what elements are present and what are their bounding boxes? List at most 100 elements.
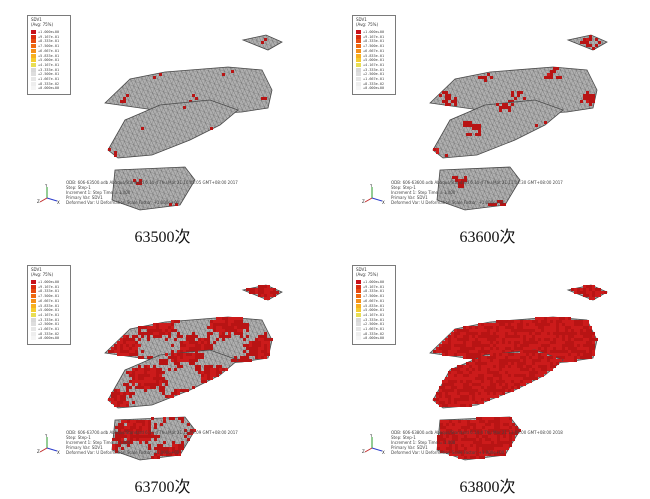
damaged-element xyxy=(171,356,174,359)
damaged-element xyxy=(130,438,133,441)
damaged-element xyxy=(129,347,132,350)
damaged-element xyxy=(490,395,493,398)
damaged-element xyxy=(466,341,469,344)
damaged-element xyxy=(497,453,500,456)
damaged-element xyxy=(514,362,517,365)
damaged-element xyxy=(171,329,174,332)
damaged-element xyxy=(446,450,449,453)
damaged-element xyxy=(502,332,505,335)
damaged-element xyxy=(482,423,485,426)
damaged-element xyxy=(481,362,484,365)
damaged-element xyxy=(216,323,219,326)
damaged-element xyxy=(562,359,565,362)
damaged-element xyxy=(159,386,162,389)
damaged-element xyxy=(216,320,219,323)
damaged-element xyxy=(466,350,469,353)
damaged-element xyxy=(487,383,490,386)
damaged-element xyxy=(541,332,544,335)
damaged-element xyxy=(144,332,147,335)
damaged-element xyxy=(484,344,487,347)
fe-mesh-render xyxy=(104,284,283,461)
damaged-element xyxy=(598,291,601,294)
damaged-element xyxy=(460,329,463,332)
damaged-element xyxy=(589,329,592,332)
damaged-element xyxy=(496,335,499,338)
damaged-element xyxy=(532,359,535,362)
damaged-element xyxy=(210,344,213,347)
damaged-element xyxy=(147,365,150,368)
damaged-element xyxy=(168,356,171,359)
damaged-element xyxy=(136,429,139,432)
damaged-element xyxy=(201,347,204,350)
contour-legend: SDV1 (Avg: 75%) +1.000e+00 +9.167e-01 +8.3… xyxy=(352,265,396,345)
damaged-element xyxy=(123,347,126,350)
damaged-element xyxy=(535,317,538,320)
odb-info-block: ODB: 606-63600.odb Abaqus/Standard 6.14-… xyxy=(391,180,563,205)
damaged-element xyxy=(204,365,207,368)
damaged-element xyxy=(469,341,472,344)
damaged-element xyxy=(475,362,478,365)
damaged-element xyxy=(162,389,165,392)
damaged-element xyxy=(145,429,148,432)
damaged-element xyxy=(502,359,505,362)
damaged-element xyxy=(258,335,261,338)
damaged-element xyxy=(496,377,499,380)
damaged-element xyxy=(213,374,216,377)
damaged-element xyxy=(499,106,502,109)
damaged-element xyxy=(475,127,478,130)
damaged-element xyxy=(111,401,114,404)
damaged-element xyxy=(127,426,130,429)
damaged-element xyxy=(454,404,457,407)
damaged-element xyxy=(487,356,490,359)
damaged-element xyxy=(499,329,502,332)
damaged-element xyxy=(586,91,589,94)
damaged-element xyxy=(481,380,484,383)
damaged-element xyxy=(183,389,186,392)
damaged-element xyxy=(240,329,243,332)
damaged-element xyxy=(532,344,535,347)
damaged-element xyxy=(156,377,159,380)
damaged-element xyxy=(478,401,481,404)
damaged-element xyxy=(577,323,580,326)
damaged-element xyxy=(228,335,231,338)
damaged-element xyxy=(562,317,565,320)
damaged-element xyxy=(222,323,225,326)
damaged-element xyxy=(246,344,249,347)
damaged-element xyxy=(473,441,476,444)
damaged-element xyxy=(442,347,445,350)
damaged-element xyxy=(499,377,502,380)
damaged-element xyxy=(529,368,532,371)
legend-swatch xyxy=(31,44,36,49)
damaged-element xyxy=(183,356,186,359)
legend-title: SDV1 xyxy=(31,17,42,22)
damaged-element xyxy=(148,426,151,429)
damaged-element xyxy=(437,438,440,441)
damaged-element xyxy=(461,429,464,432)
damaged-element xyxy=(550,347,553,350)
damaged-element xyxy=(448,94,451,97)
damaged-element xyxy=(473,453,476,456)
damaged-element xyxy=(526,368,529,371)
damaged-element xyxy=(574,347,577,350)
damaged-element xyxy=(565,317,568,320)
damaged-element xyxy=(129,344,132,347)
damaged-element xyxy=(580,350,583,353)
damaged-element xyxy=(511,362,514,365)
damaged-element xyxy=(204,338,207,341)
damaged-element xyxy=(455,432,458,435)
damaged-element xyxy=(496,326,499,329)
damaged-element xyxy=(487,368,490,371)
damaged-element xyxy=(168,326,171,329)
damaged-element xyxy=(449,429,452,432)
legend-swatch xyxy=(31,317,36,322)
damaged-element xyxy=(114,395,117,398)
damaged-element xyxy=(458,456,461,459)
damaged-element xyxy=(460,341,463,344)
damaged-element xyxy=(493,380,496,383)
damaged-element xyxy=(150,386,153,389)
damaged-element xyxy=(550,73,553,76)
damaged-element xyxy=(120,392,123,395)
contour-legend: SDV1 (Avg: 75%) +1.000e+00 +9.167e-01 +8.3… xyxy=(27,15,71,95)
damaged-element xyxy=(448,392,451,395)
damaged-element xyxy=(577,344,580,347)
